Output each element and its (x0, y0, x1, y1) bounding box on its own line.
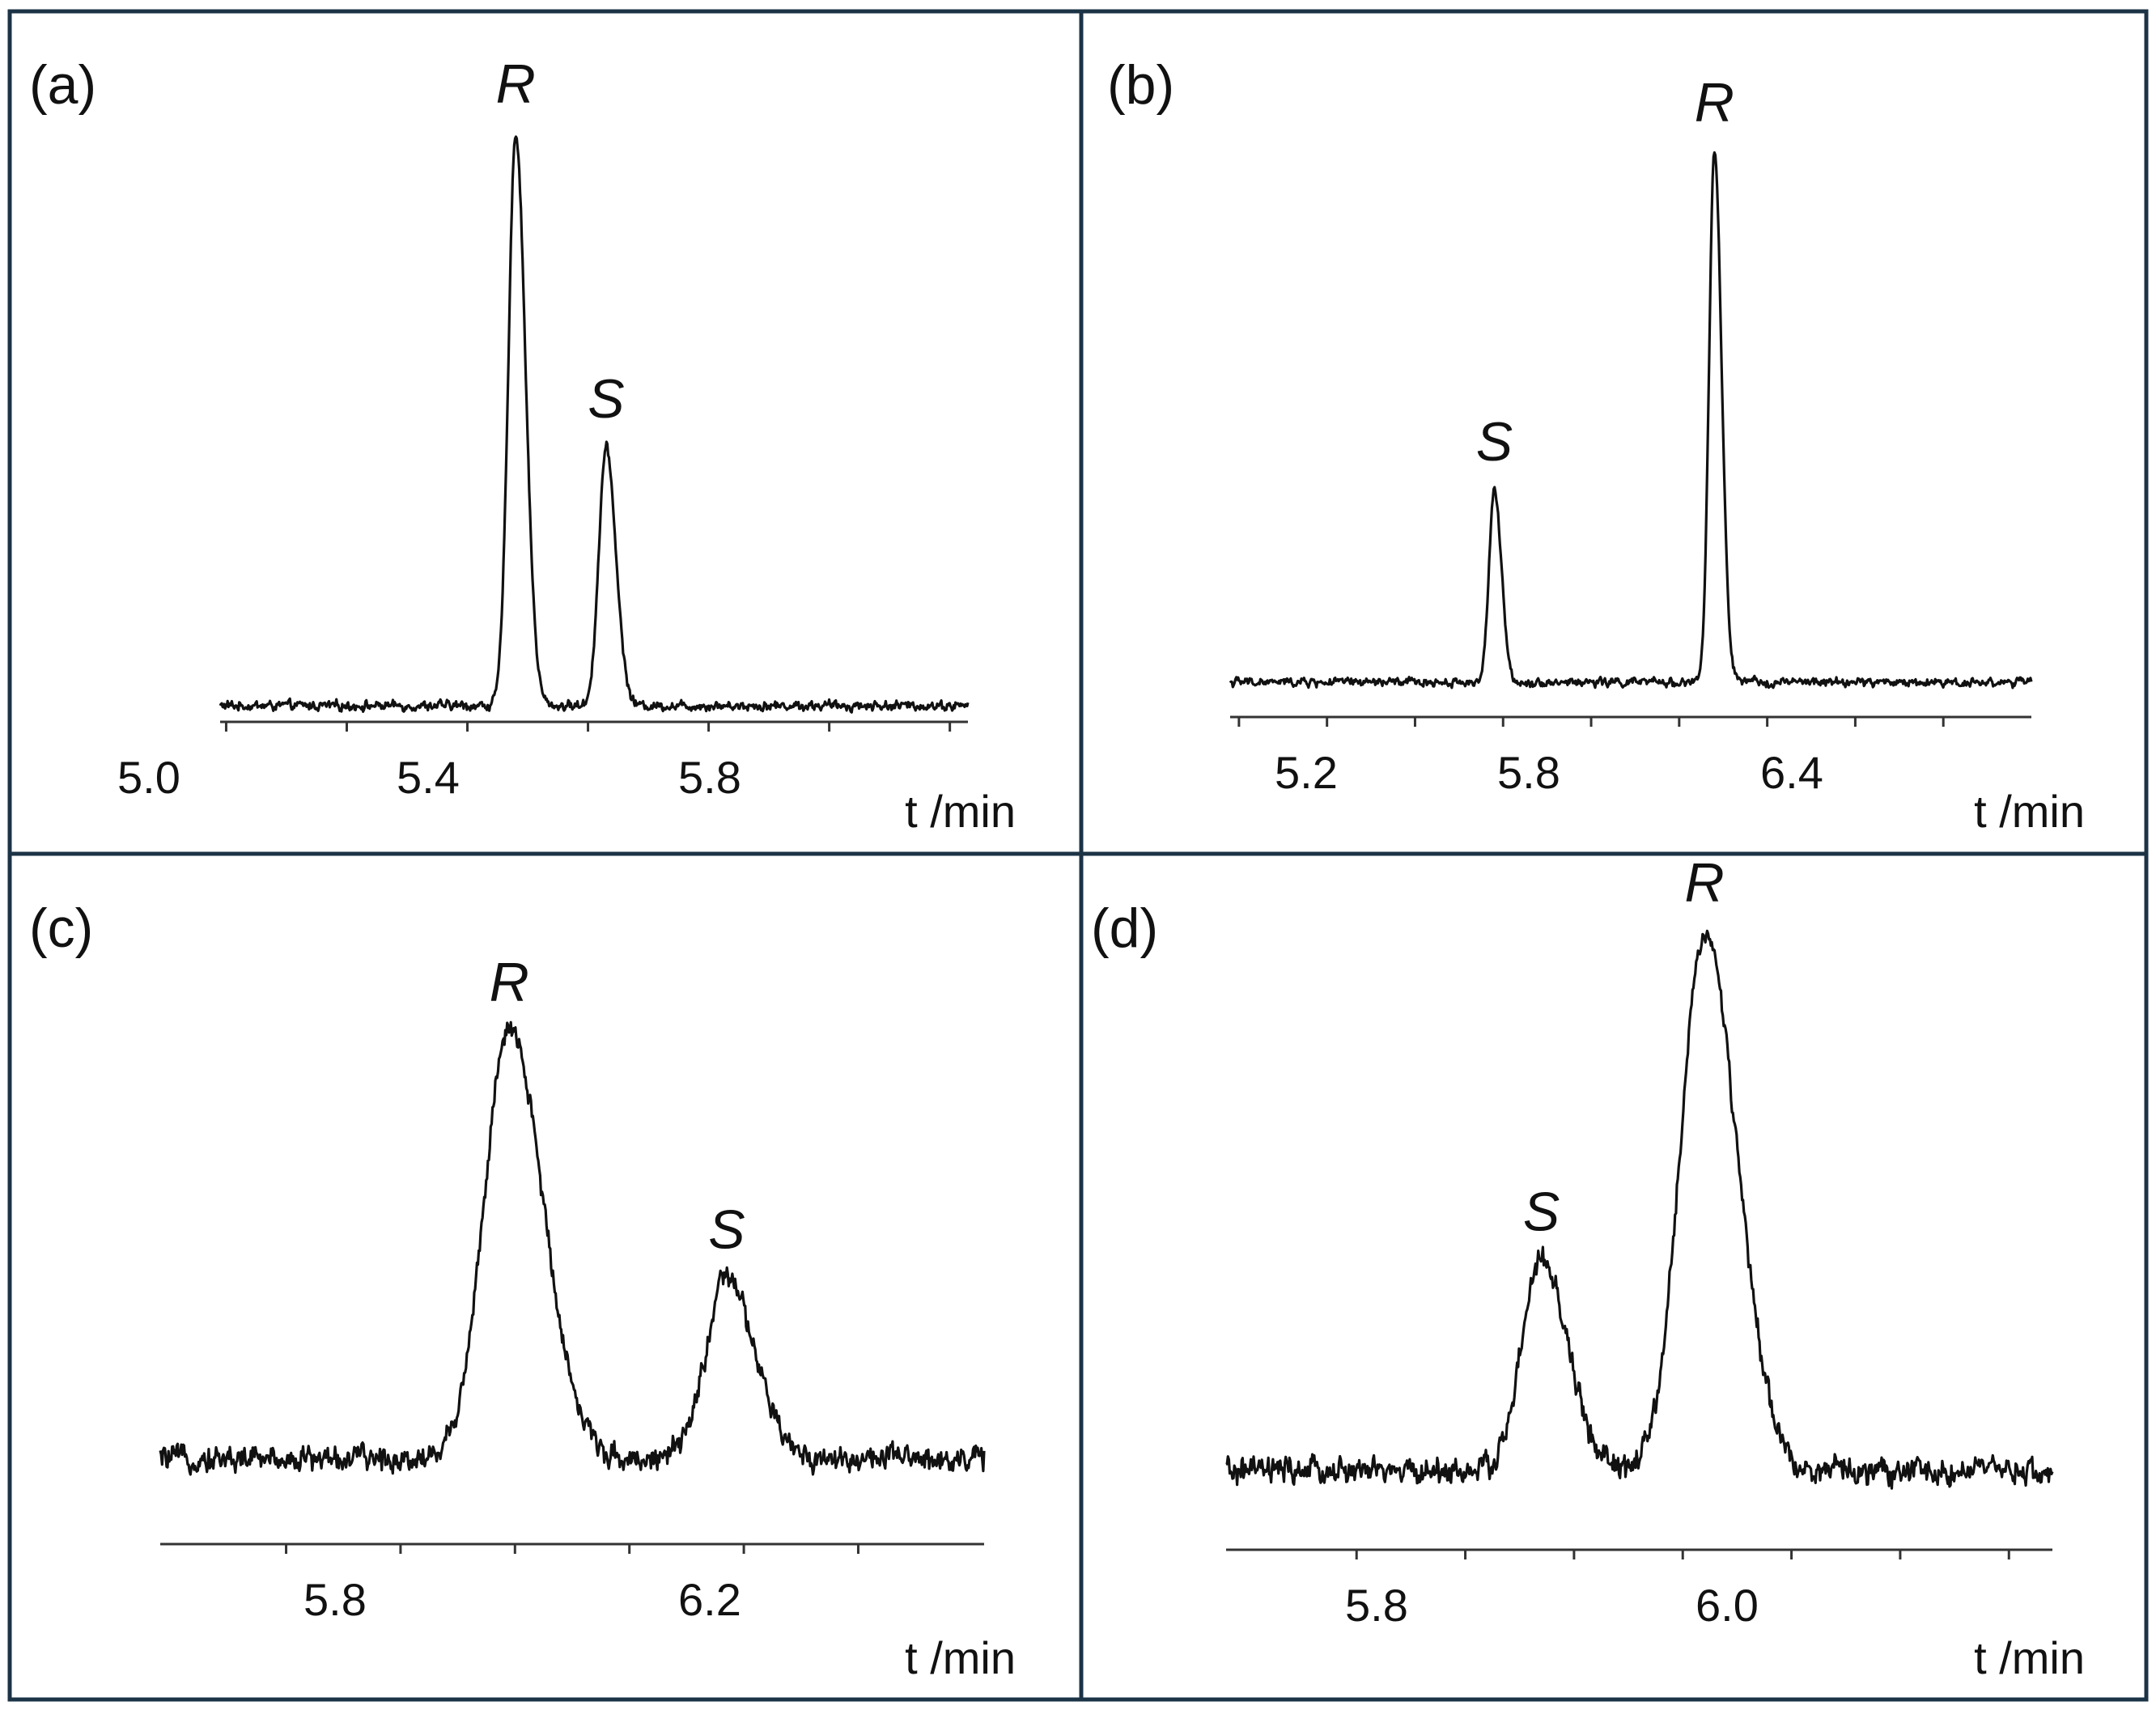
panel-label: (a) (29, 54, 96, 116)
panel-a: (a) t /min 5.0 5.4 5.8 R S (29, 53, 1016, 837)
x-axis-label: t /min (1974, 1632, 2085, 1683)
x-tick-label: 5.0 (117, 752, 180, 803)
x-tick-label: 6.2 (678, 1574, 741, 1625)
peak-label-r: R (1695, 72, 1734, 134)
x-axis-label: t /min (905, 786, 1016, 837)
peak-label-s: S (588, 368, 624, 430)
series-line (1225, 929, 2054, 1490)
x-tick-label: 5.2 (1275, 747, 1338, 798)
x-axis-label: t /min (1974, 786, 2085, 837)
x-tick-label: 5.8 (1497, 747, 1560, 798)
panel-label: (d) (1091, 897, 1158, 959)
x-tick-label: 5.4 (397, 752, 460, 803)
series-line (159, 1020, 986, 1476)
x-tick-label: 5.8 (303, 1574, 367, 1625)
series-line (1229, 151, 2033, 690)
x-axis-label: t /min (905, 1632, 1016, 1683)
panel-c: (c) t /min 5.8 6.2 R S (29, 897, 1016, 1683)
panel-d: (d) t /min 5.8 6.0 S R (1091, 852, 2085, 1683)
peak-label-s: S (708, 1199, 745, 1260)
x-tick-label: 5.8 (678, 752, 741, 803)
peak-label-s: S (1476, 411, 1513, 473)
x-tick-label: 5.8 (1345, 1580, 1408, 1631)
x-tick-label: 6.4 (1760, 747, 1823, 798)
peak-label-r: R (1685, 852, 1725, 914)
x-tick-label: 6.0 (1696, 1580, 1759, 1631)
peak-label-r: R (490, 952, 529, 1013)
series-line (219, 135, 970, 714)
peak-label-r: R (496, 53, 536, 115)
panel-label: (c) (29, 897, 93, 959)
panel-b: (b) t /min 5.2 5.8 6.4 S R (1107, 54, 2085, 837)
panel-label: (b) (1107, 54, 1174, 116)
peak-label-s: S (1523, 1181, 1560, 1242)
